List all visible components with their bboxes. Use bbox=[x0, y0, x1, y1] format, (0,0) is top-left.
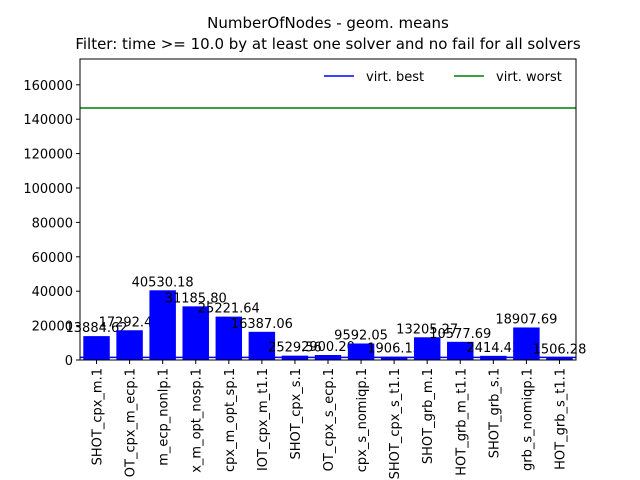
bar bbox=[546, 357, 573, 360]
value-label: 31185.80 bbox=[165, 291, 227, 306]
y-tick-label: 80000 bbox=[32, 216, 73, 231]
bar bbox=[513, 327, 540, 360]
x-tick-label: x_m_opt_nosp.1 bbox=[190, 368, 205, 473]
x-tick-label: HOT_grb_m_t1.1 bbox=[454, 368, 469, 476]
x-tick-label: grb_s_nomiqp.1 bbox=[520, 368, 535, 471]
value-label: 10577.69 bbox=[429, 327, 491, 342]
chart-subtitle: Filter: time >= 10.0 by at least one sol… bbox=[75, 35, 581, 53]
value-label: 13884.62 bbox=[66, 321, 128, 336]
bar bbox=[83, 336, 110, 360]
x-tick-label: cpx_s_nomiqp.1 bbox=[355, 368, 370, 472]
bar bbox=[380, 356, 408, 360]
value-label: 9592.05 bbox=[334, 329, 388, 344]
legend-label: virt. worst bbox=[496, 70, 562, 85]
value-label: 2529.56 bbox=[268, 341, 322, 356]
bar bbox=[248, 331, 276, 360]
x-tick-label: SHOT_cpx_s.1 bbox=[289, 368, 304, 459]
y-tick-label: 20000 bbox=[32, 320, 73, 335]
value-label: 1906.13 bbox=[367, 342, 421, 357]
value-label: 2900.20 bbox=[301, 340, 355, 355]
x-tick-label: SHOT_cpx_m.1 bbox=[91, 368, 106, 465]
bar bbox=[215, 316, 243, 360]
bar bbox=[149, 290, 176, 360]
value-label: 17292.48 bbox=[99, 315, 161, 330]
y-tick-label: 120000 bbox=[23, 148, 73, 163]
bar bbox=[182, 306, 209, 360]
chart-title: NumberOfNodes - geom. means bbox=[207, 14, 449, 32]
value-label: 25221.64 bbox=[198, 302, 260, 317]
plot-frame bbox=[79, 58, 577, 361]
x-tick-label: cpx_m_opt_sp.1 bbox=[223, 368, 238, 472]
x-tick-label: HOT_grb_s_t1.1 bbox=[553, 368, 568, 470]
x-tick-label: SHOT_grb_m.1 bbox=[421, 368, 436, 464]
bar bbox=[447, 341, 474, 360]
x-tick-label: SHOT_cpx_s_t1.1 bbox=[388, 368, 403, 479]
y-tick-label: 100000 bbox=[23, 182, 73, 197]
bar bbox=[347, 343, 375, 360]
legend-label: virt. best bbox=[366, 70, 424, 85]
y-tick-label: 0 bbox=[65, 354, 73, 369]
x-tick-label: OT_cpx_m_ecp.1 bbox=[124, 368, 139, 477]
value-label: 18907.69 bbox=[495, 312, 557, 327]
value-label: 13205.27 bbox=[396, 322, 458, 337]
x-tick-label: SHOT_grb_s.1 bbox=[487, 368, 502, 458]
value-label: 1506.28 bbox=[533, 342, 587, 357]
y-tick-label: 40000 bbox=[32, 285, 73, 300]
y-tick-label: 60000 bbox=[32, 251, 73, 266]
x-tick-label: OT_cpx_s_ecp.1 bbox=[322, 368, 337, 471]
x-tick-label: m_ecp_nonlp.1 bbox=[157, 368, 172, 466]
value-label: 2414.43 bbox=[466, 341, 520, 356]
y-tick-label: 160000 bbox=[23, 79, 73, 94]
y-tick-label: 140000 bbox=[23, 113, 73, 128]
value-label: 40530.18 bbox=[132, 275, 194, 290]
bar bbox=[116, 330, 143, 360]
value-label: 16387.06 bbox=[231, 317, 293, 332]
bar bbox=[413, 337, 441, 360]
x-tick-label: IOT_cpx_m_t1.1 bbox=[256, 368, 271, 471]
